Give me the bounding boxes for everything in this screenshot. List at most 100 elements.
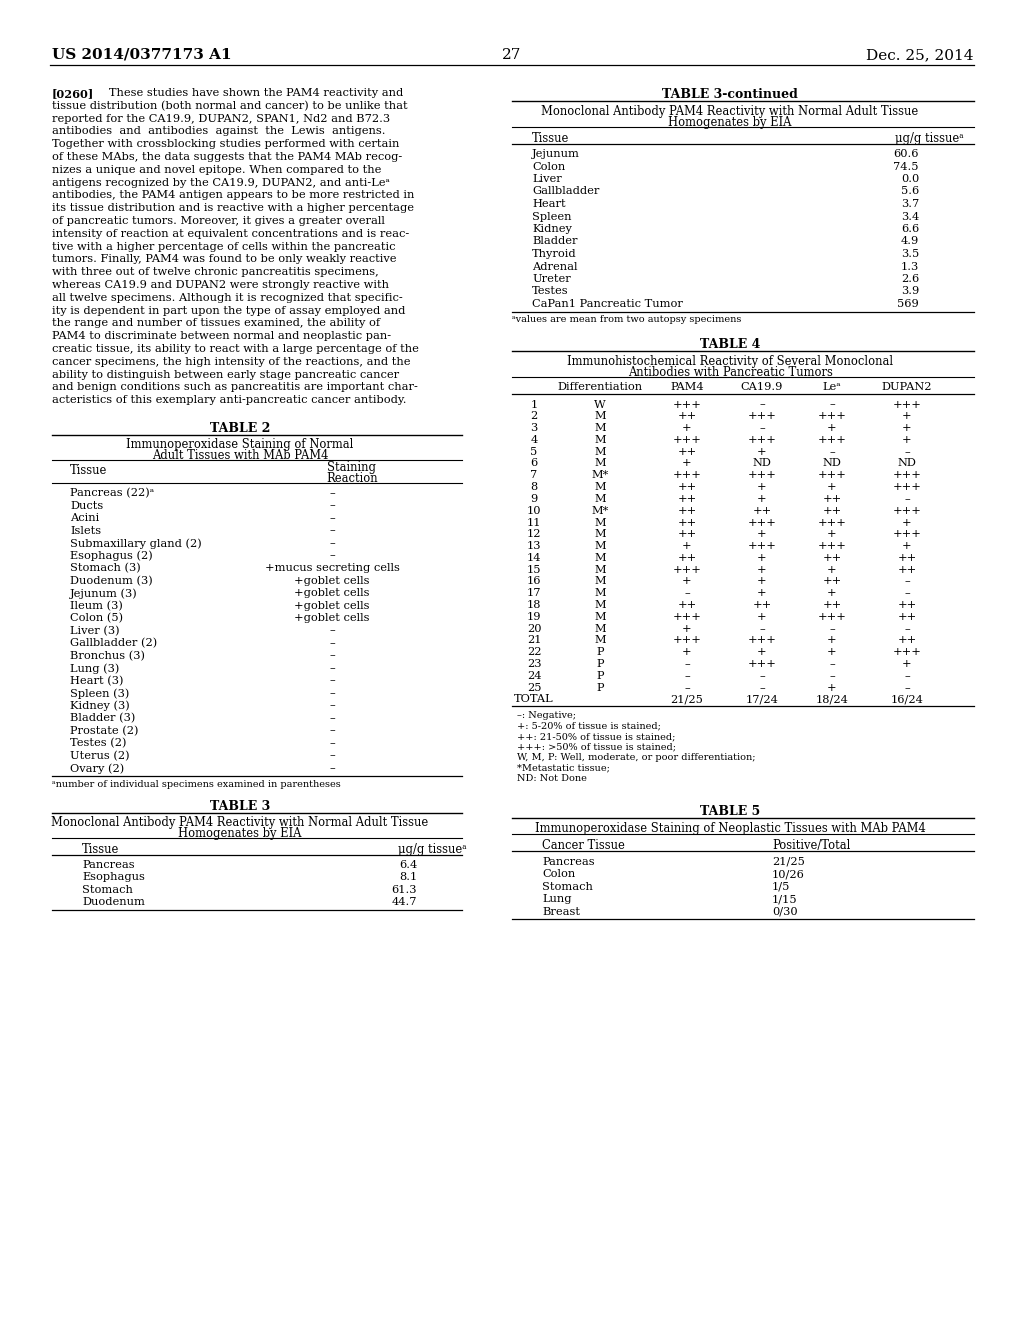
Text: +: + bbox=[827, 424, 837, 433]
Text: ND: ND bbox=[898, 458, 916, 469]
Text: +goblet cells: +goblet cells bbox=[294, 576, 370, 586]
Text: ++: ++ bbox=[822, 494, 842, 504]
Text: +: + bbox=[827, 565, 837, 574]
Text: TABLE 5: TABLE 5 bbox=[699, 805, 760, 818]
Text: Heart (3): Heart (3) bbox=[70, 676, 124, 686]
Text: +++: +++ bbox=[893, 647, 922, 657]
Text: ++: ++ bbox=[677, 517, 696, 528]
Text: 1/5: 1/5 bbox=[772, 882, 791, 892]
Text: of pancreatic tumors. Moreover, it gives a greater overall: of pancreatic tumors. Moreover, it gives… bbox=[52, 216, 385, 226]
Text: +++: +++ bbox=[893, 529, 922, 540]
Text: +++: +++ bbox=[748, 541, 776, 552]
Text: M: M bbox=[594, 517, 606, 528]
Text: ++: ++ bbox=[897, 601, 916, 610]
Text: 0.0: 0.0 bbox=[901, 174, 919, 183]
Text: Esophagus: Esophagus bbox=[82, 873, 144, 882]
Text: –: – bbox=[684, 682, 690, 693]
Text: Ileum (3): Ileum (3) bbox=[70, 601, 123, 611]
Text: +: + bbox=[902, 659, 911, 669]
Text: its tissue distribution and is reactive with a higher percentage: its tissue distribution and is reactive … bbox=[52, 203, 414, 214]
Text: –: – bbox=[329, 539, 335, 548]
Text: creatic tissue, its ability to react with a large percentage of the: creatic tissue, its ability to react wit… bbox=[52, 345, 419, 354]
Text: +: + bbox=[902, 412, 911, 421]
Text: with three out of twelve chronic pancreatitis specimens,: with three out of twelve chronic pancrea… bbox=[52, 267, 379, 277]
Text: +: + bbox=[682, 541, 692, 552]
Text: μg/g tissueᵃ: μg/g tissueᵃ bbox=[397, 842, 466, 855]
Text: 14: 14 bbox=[526, 553, 542, 562]
Text: –: – bbox=[329, 550, 335, 561]
Text: ++: ++ bbox=[897, 635, 916, 645]
Text: M: M bbox=[594, 612, 606, 622]
Text: μg/g tissueᵃ: μg/g tissueᵃ bbox=[895, 132, 964, 145]
Text: Adult Tissues with MAb PAM4: Adult Tissues with MAb PAM4 bbox=[152, 449, 328, 462]
Text: –: – bbox=[329, 701, 335, 710]
Text: 3: 3 bbox=[530, 424, 538, 433]
Text: ++: ++ bbox=[822, 577, 842, 586]
Text: 19: 19 bbox=[526, 612, 542, 622]
Text: ᵃnumber of individual specimens examined in parentheses: ᵃnumber of individual specimens examined… bbox=[52, 780, 341, 788]
Text: Pancreas (22)ᵃ: Pancreas (22)ᵃ bbox=[70, 488, 155, 499]
Text: 18: 18 bbox=[526, 601, 542, 610]
Text: 6.4: 6.4 bbox=[398, 859, 417, 870]
Text: ++: ++ bbox=[677, 529, 696, 540]
Text: ++: ++ bbox=[897, 612, 916, 622]
Text: –: – bbox=[329, 638, 335, 648]
Text: Positive/Total: Positive/Total bbox=[772, 838, 850, 851]
Text: M: M bbox=[594, 589, 606, 598]
Text: ++: ++ bbox=[677, 553, 696, 562]
Text: –: – bbox=[684, 659, 690, 669]
Text: –: – bbox=[759, 682, 765, 693]
Text: +++: +++ bbox=[673, 400, 701, 409]
Text: M: M bbox=[594, 494, 606, 504]
Text: –: – bbox=[829, 659, 835, 669]
Text: 1/15: 1/15 bbox=[772, 894, 798, 904]
Text: 0/30: 0/30 bbox=[772, 907, 798, 917]
Text: ++: ++ bbox=[822, 553, 842, 562]
Text: +++: +++ bbox=[673, 612, 701, 622]
Text: TABLE 4: TABLE 4 bbox=[699, 338, 760, 351]
Text: +: + bbox=[757, 529, 767, 540]
Text: +goblet cells: +goblet cells bbox=[294, 587, 370, 598]
Text: 3.5: 3.5 bbox=[901, 249, 919, 259]
Text: +++: +++ bbox=[893, 506, 922, 516]
Text: M: M bbox=[594, 434, 606, 445]
Text: reported for the CA19.9, DUPAN2, SPAN1, Nd2 and B72.3: reported for the CA19.9, DUPAN2, SPAN1, … bbox=[52, 114, 390, 124]
Text: P: P bbox=[596, 659, 604, 669]
Text: ND: ND bbox=[822, 458, 842, 469]
Text: ++: ++ bbox=[822, 601, 842, 610]
Text: M: M bbox=[594, 458, 606, 469]
Text: –: – bbox=[904, 671, 910, 681]
Text: 16/24: 16/24 bbox=[891, 694, 924, 705]
Text: +: + bbox=[682, 424, 692, 433]
Text: Lung: Lung bbox=[542, 894, 571, 904]
Text: +: + bbox=[757, 482, 767, 492]
Text: +: + bbox=[757, 553, 767, 562]
Text: 18/24: 18/24 bbox=[815, 694, 849, 705]
Text: [0260]: [0260] bbox=[52, 88, 94, 99]
Text: tissue distribution (both normal and cancer) to be unlike that: tissue distribution (both normal and can… bbox=[52, 100, 408, 111]
Text: ++: ++ bbox=[677, 506, 696, 516]
Text: M: M bbox=[594, 577, 606, 586]
Text: 9: 9 bbox=[530, 494, 538, 504]
Text: –: – bbox=[829, 671, 835, 681]
Text: Bladder: Bladder bbox=[532, 236, 578, 247]
Text: 12: 12 bbox=[526, 529, 542, 540]
Text: Tissue: Tissue bbox=[70, 465, 108, 477]
Text: cancer specimens, the high intensity of the reactions, and the: cancer specimens, the high intensity of … bbox=[52, 356, 411, 367]
Text: –: – bbox=[829, 446, 835, 457]
Text: +: + bbox=[682, 458, 692, 469]
Text: nizes a unique and novel epitope. When compared to the: nizes a unique and novel epitope. When c… bbox=[52, 165, 381, 174]
Text: These studies have shown the PAM4 reactivity and: These studies have shown the PAM4 reacti… bbox=[98, 88, 403, 98]
Text: 21/25: 21/25 bbox=[772, 857, 805, 867]
Text: Kidney (3): Kidney (3) bbox=[70, 701, 130, 711]
Text: W: W bbox=[594, 400, 606, 409]
Text: –: – bbox=[329, 500, 335, 511]
Text: –: – bbox=[759, 424, 765, 433]
Text: +: + bbox=[757, 647, 767, 657]
Text: M: M bbox=[594, 446, 606, 457]
Text: PAM4 to discriminate between normal and neoplastic pan-: PAM4 to discriminate between normal and … bbox=[52, 331, 391, 341]
Text: PAM4: PAM4 bbox=[670, 381, 703, 392]
Text: 17/24: 17/24 bbox=[745, 694, 778, 705]
Text: M: M bbox=[594, 412, 606, 421]
Text: Liver: Liver bbox=[532, 174, 562, 183]
